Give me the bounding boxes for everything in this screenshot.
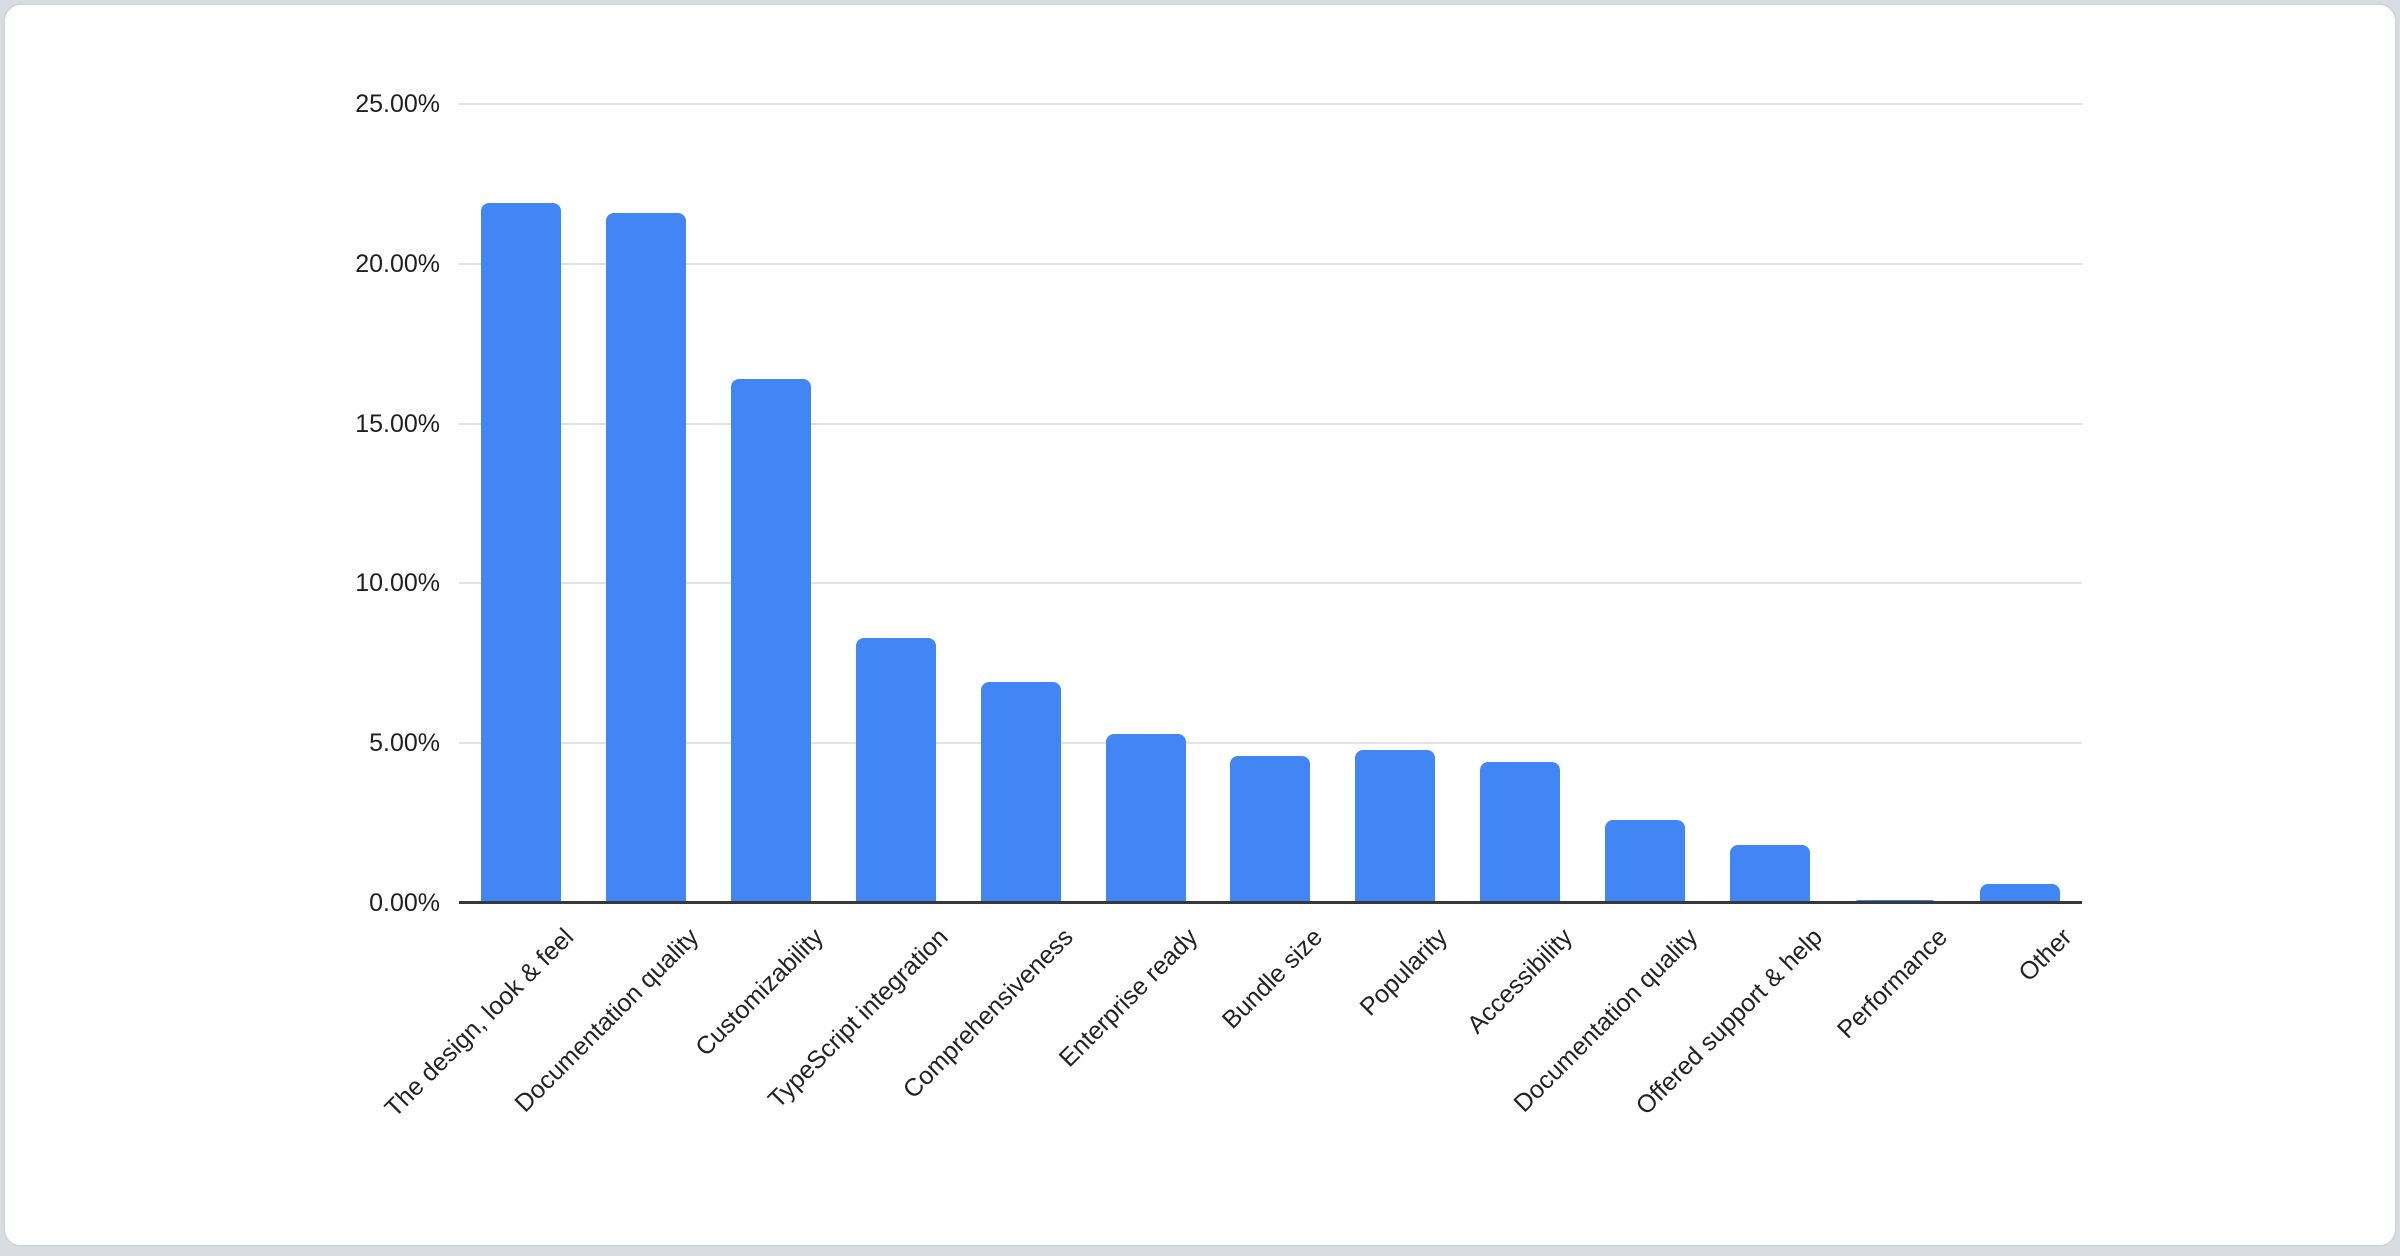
y-tick-label-5pct: 5.00%	[369, 729, 440, 758]
x-category-label: Other	[2013, 923, 2078, 988]
bar-slot	[958, 104, 1083, 903]
bar-11	[1729, 845, 1810, 903]
gridline-15pct	[459, 422, 2082, 425]
bar-7	[1230, 755, 1311, 903]
x-category-label: Popularity	[1354, 923, 1454, 1022]
bar-3	[731, 378, 812, 903]
bar-slot	[709, 104, 834, 903]
bar-slot	[1083, 104, 1208, 903]
bar-chart-plot-area: 25.00% 20.00% 15.00% 10.00% 5.00% 0.00% The d…	[355, 90, 2082, 1123]
bar-1	[481, 203, 562, 903]
y-tick-label-25pct: 25.00%	[355, 90, 440, 118]
y-tick-label-10pct: 10.00%	[355, 569, 440, 598]
bar-slot	[1583, 104, 1708, 903]
bar-slot	[1832, 104, 1957, 903]
y-tick-label-15pct: 15.00%	[355, 409, 440, 438]
bar-5	[980, 682, 1061, 903]
bar-6	[1105, 733, 1186, 903]
bar-slot	[834, 104, 959, 903]
bar-slot	[1458, 104, 1583, 903]
bar-slot	[1208, 104, 1333, 903]
gridline-5pct	[459, 742, 2082, 745]
x-axis-line	[459, 901, 2082, 904]
chart-card: 25.00% 20.00% 15.00% 10.00% 5.00% 0.00% The d…	[3, 3, 2397, 1247]
bar-slot	[1333, 104, 1458, 903]
bar-slot	[1707, 104, 1832, 903]
bar-8	[1355, 749, 1436, 903]
bar-9	[1480, 762, 1561, 903]
bar-13	[1979, 883, 2060, 903]
gridline-20pct	[459, 262, 2082, 265]
x-category-label: Accessibility	[1461, 923, 1578, 1040]
y-tick-label-0pct: 0.00%	[369, 889, 440, 917]
x-category-label: Bundle size	[1217, 923, 1329, 1035]
bar-slot	[459, 104, 584, 903]
bar-series	[459, 104, 2082, 903]
bar-slot	[1957, 104, 2082, 903]
bar-4	[855, 637, 936, 903]
gridline-25pct	[459, 103, 2082, 105]
bar-2	[606, 212, 687, 903]
bar-slot	[584, 104, 709, 903]
gridline-10pct	[459, 582, 2082, 585]
x-category-label: Performance	[1831, 923, 1953, 1045]
y-tick-label-20pct: 20.00%	[355, 249, 440, 278]
x-category-label: Customizability	[690, 923, 829, 1062]
bar-10	[1605, 819, 1686, 903]
